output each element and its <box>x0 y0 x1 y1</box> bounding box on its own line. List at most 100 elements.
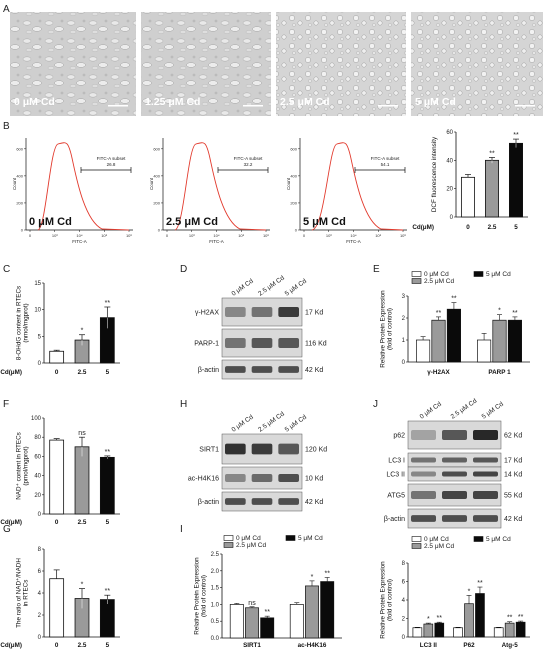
y-tick-label: 0 <box>38 635 42 641</box>
bar <box>453 627 463 638</box>
blot-band <box>225 498 246 505</box>
flow-x-tick-label: 10⁴ <box>350 233 356 238</box>
bar <box>416 339 431 363</box>
blot-lane-label: 5 μM Cd <box>284 278 309 298</box>
flow-y-label: Count <box>149 177 154 190</box>
panel-label-g: G <box>3 524 11 535</box>
y-axis-label-line: DCF fluorescence intensity <box>431 136 438 212</box>
bar <box>305 585 319 639</box>
blot-size-label: 14 Kd <box>504 471 522 478</box>
blot-row-label: β-actin <box>384 516 405 523</box>
flow-x-tick-label: 10⁶ <box>263 233 269 238</box>
bar <box>492 319 507 363</box>
category-label: SIRT1 <box>243 642 261 649</box>
y-axis-label: Relative Protein Expression(fold of cont… <box>380 561 394 639</box>
y-axis-label: The ratio of NAD⁺/NADHin RTECs <box>16 558 30 628</box>
flow-plot-label: 0 μM Cd <box>29 216 72 228</box>
flow-x-label: FITC-A <box>72 239 87 244</box>
micrograph-label: 0 μM Cd <box>14 96 55 108</box>
panel-label-e: E <box>373 264 380 275</box>
y-axis-label: Relative Protein Expression(fold of cont… <box>194 557 208 635</box>
significance-label: ** <box>451 296 457 303</box>
blot-row-label: β-actin <box>198 367 219 374</box>
flow-gate-label: FITC-A subset <box>371 156 401 161</box>
category-label: 5 <box>106 369 110 376</box>
bar <box>464 603 474 638</box>
blot-row-label: SIRT1 <box>199 446 219 453</box>
flow-x-tick-label: 10³ <box>326 233 332 238</box>
category-label: ac-H4K16 <box>298 642 327 649</box>
y-tick-label: 0 <box>450 215 454 221</box>
panel-label-d: D <box>180 264 187 275</box>
blot-row-label: γ-H2AX <box>195 309 219 316</box>
y-axis-label-line: (nmol/mgprot) <box>23 303 30 342</box>
y-tick-label: 3 <box>402 294 406 300</box>
flow-x-tick-label: 10⁵ <box>101 233 107 238</box>
blot-band <box>278 337 299 349</box>
blot-row-label: LC3 I <box>388 457 405 464</box>
bar <box>446 308 461 363</box>
flow-x-label: FITC-A <box>346 239 361 244</box>
category-label: 0 <box>55 369 59 376</box>
y-tick-label: 6 <box>402 580 406 586</box>
flow-plot-label: 2.5 μM Cd <box>166 216 218 228</box>
blot-lane-label: 0 μM Cd <box>230 414 255 434</box>
panel-label-j: J <box>373 399 378 410</box>
blot-band <box>473 429 498 441</box>
bar <box>289 604 304 639</box>
blot-row-label: β-actin <box>198 499 219 506</box>
flow-x-tick-label: 0 <box>166 233 169 238</box>
category-label: 0 <box>466 224 470 231</box>
y-tick-label: 1.0 <box>211 602 220 608</box>
y-tick-label: 80 <box>34 435 41 441</box>
flow-y-tick-label: 0 <box>295 228 298 233</box>
chart-F: 0 20 40 60 80 100 NAD⁺ content in RTECs(pmol/m… <box>0 416 120 526</box>
micrograph-0: 0 μM Cd <box>10 12 136 116</box>
blot-band <box>411 491 436 499</box>
micrograph-1: 1.25 μM Cd <box>141 12 271 116</box>
category-label: Atg-5 <box>502 642 519 649</box>
y-tick-label: 4 <box>402 598 406 604</box>
y-axis-label-line: (fold of control) <box>387 308 394 350</box>
micrograph-label: 1.25 μM Cd <box>145 96 200 108</box>
blot-band <box>251 443 273 455</box>
bar <box>484 159 499 218</box>
flow-x-tick-label: 10⁵ <box>375 233 381 238</box>
cd-unit-label: Cd(μM) <box>0 519 22 526</box>
blot-row-label: ATG5 <box>387 492 405 499</box>
significance-label: * <box>81 582 84 589</box>
flow-y-tick-label: 600 <box>290 146 297 151</box>
category-label: PARP 1 <box>488 369 511 376</box>
significance-label: * <box>81 328 84 335</box>
significance-label: ** <box>105 300 111 307</box>
flow-plot-0: 0 200 400 600 0 10³ 10⁴ 10⁵ 10⁶ FITC-A Count FITC-A… <box>12 138 133 244</box>
chart-C: 0 5 10 15 8-OHdG content in RTECs(nmol/mgpro… <box>0 281 120 376</box>
category-label: 5 <box>106 519 110 526</box>
western-blots: 0 μM Cd 2.5 μM Cd5 μM Cdγ-H2AX 17 KdPARP-1… <box>188 274 522 529</box>
y-tick-label: 1 <box>402 338 406 344</box>
bar <box>49 578 65 638</box>
blot-band <box>225 443 246 455</box>
blot-band <box>411 471 436 477</box>
flow-x-tick-label: 10⁶ <box>400 233 406 238</box>
y-axis-label: 8-OHdG content in RTECs(nmol/mgprot) <box>16 286 30 360</box>
y-tick-label: 4 <box>38 591 42 597</box>
blot-lane-label: 0 μM Cd <box>419 401 444 421</box>
y-tick-label: 10 <box>34 308 41 314</box>
significance-label: ** <box>513 132 519 139</box>
y-tick-label: 8 <box>38 547 42 553</box>
blot-band <box>278 443 299 455</box>
flow-x-tick-label: 10⁵ <box>238 233 244 238</box>
flow-y-tick-label: 200 <box>290 200 297 205</box>
cd-unit-label: Cd(μM) <box>0 369 22 376</box>
significance-label: ** <box>518 614 524 621</box>
y-tick-label: 6 <box>38 569 42 575</box>
blot-band <box>473 515 498 522</box>
y-axis-label-line: NAD⁺ content in RTECs <box>16 432 23 500</box>
category-label: 0 <box>55 519 59 526</box>
flow-gate-label: FITC-A subset <box>234 156 264 161</box>
legend-label: 2.5 μM Cd <box>424 278 455 285</box>
chart-E: 0 1 2 3 Relative Protein Expression(fold of … <box>380 290 530 376</box>
